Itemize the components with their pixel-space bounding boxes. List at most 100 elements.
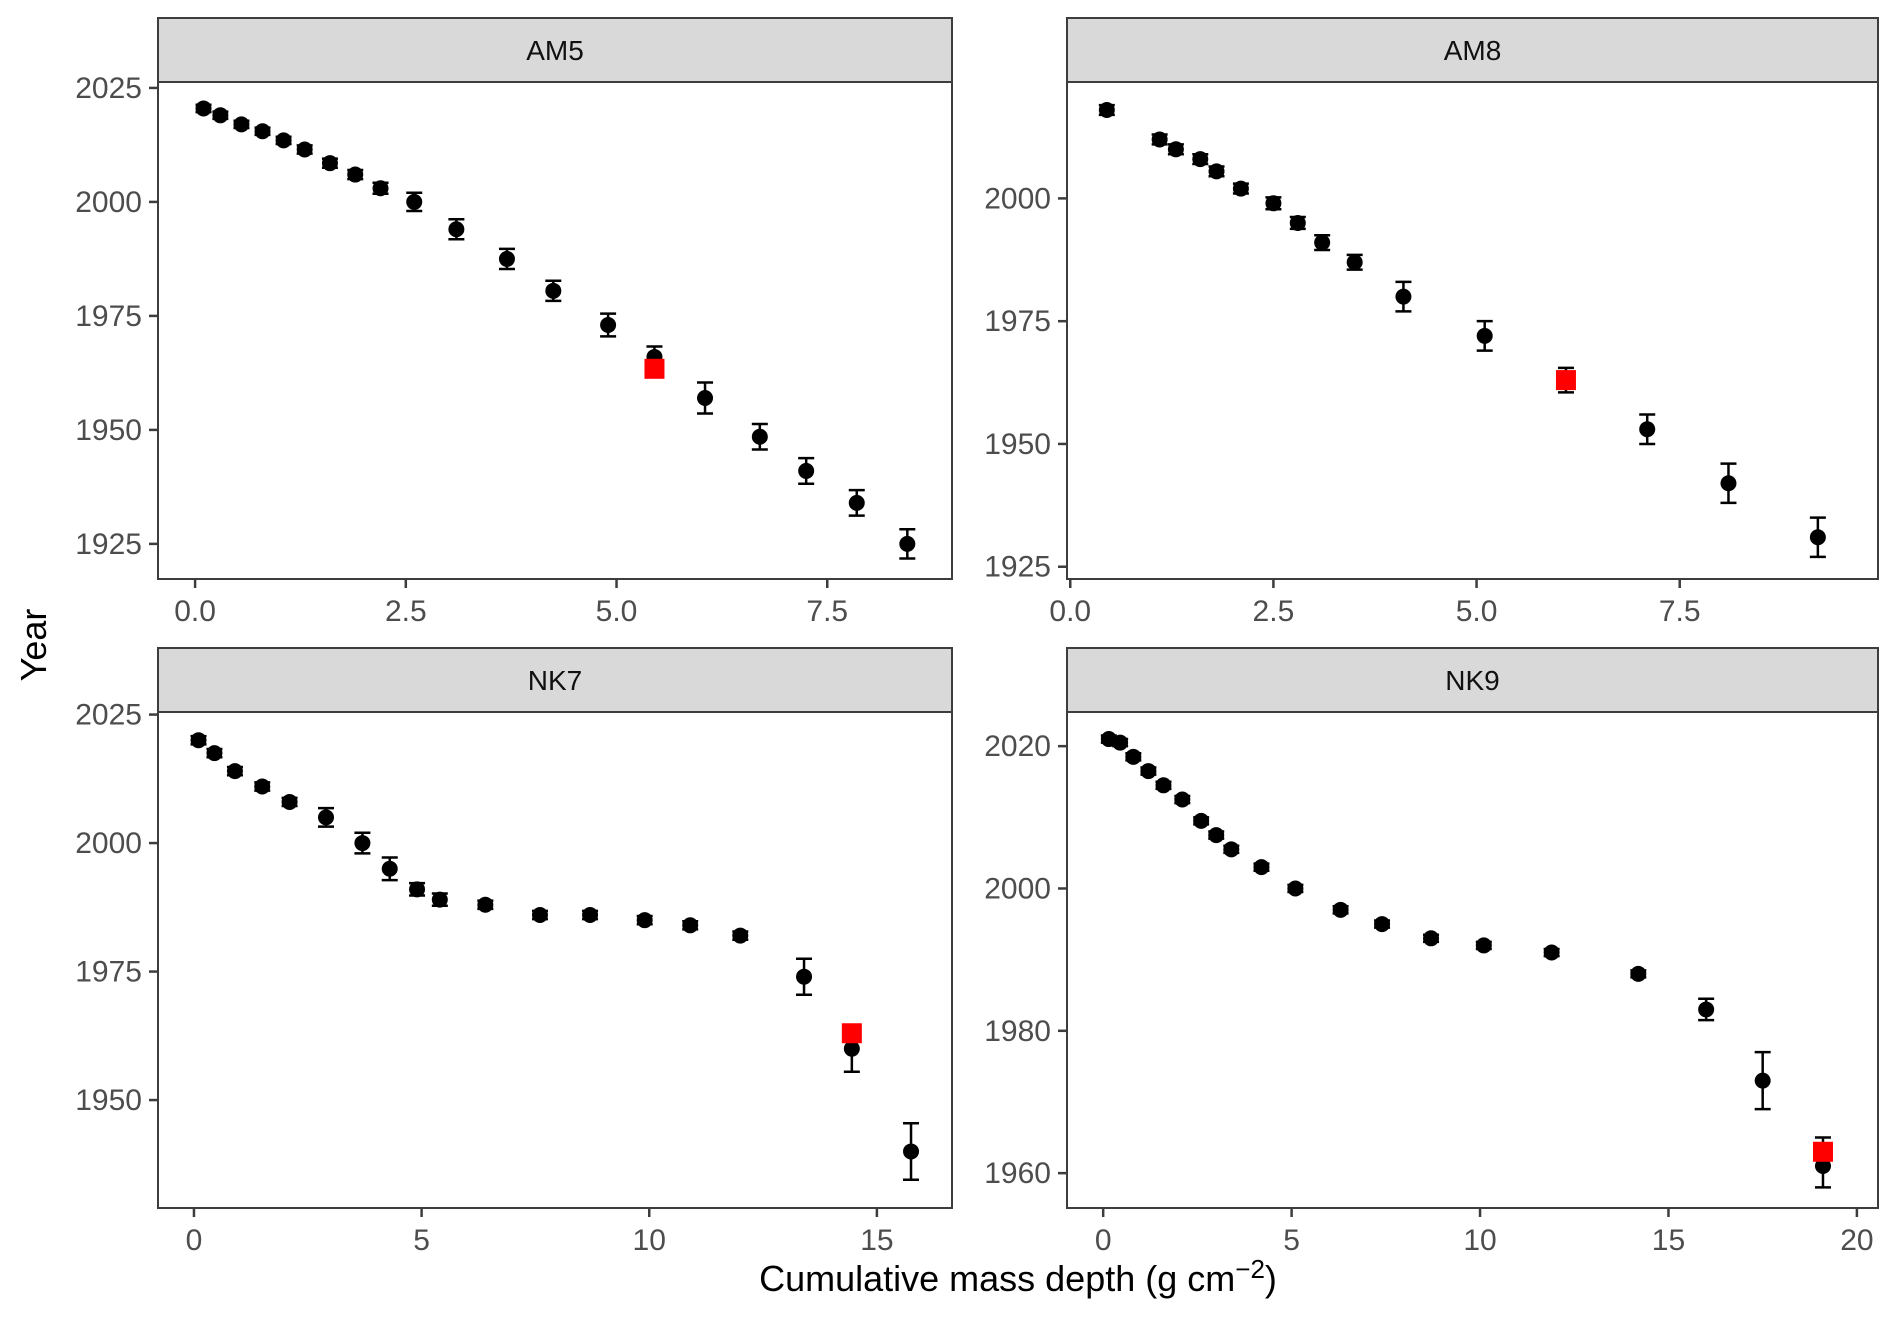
x-tick-label: 10 — [1463, 1224, 1496, 1257]
x-tick-label: 2.5 — [1253, 595, 1295, 628]
data-point — [448, 221, 465, 238]
data-point — [190, 732, 207, 749]
data-point — [409, 881, 426, 898]
data-point — [697, 389, 714, 406]
x-axis-title-superscript: −2 — [1235, 1254, 1265, 1284]
data-point — [1720, 475, 1737, 492]
data-point — [1346, 254, 1363, 271]
x-axis-title-close: ) — [1264, 1258, 1277, 1299]
data-point — [1475, 937, 1492, 954]
facet-strip-NK9 — [1066, 647, 1879, 713]
data-point — [1809, 529, 1826, 546]
data-point — [1314, 234, 1331, 251]
facet-label-NK9: NK9 — [1445, 665, 1499, 696]
data-point — [1639, 421, 1656, 438]
x-tick-label: 7.5 — [1659, 595, 1701, 628]
data-point — [531, 907, 548, 924]
data-point — [1151, 131, 1168, 148]
panel-AM8 — [1066, 81, 1879, 580]
y-tick-label: 2000 — [984, 182, 1051, 215]
data-point — [843, 1040, 860, 1057]
y-tick-label: 1950 — [75, 1084, 142, 1117]
data-point — [545, 282, 562, 299]
data-point — [751, 428, 768, 445]
data-point — [431, 891, 448, 908]
highlight-square-AM8 — [1555, 370, 1576, 391]
panel-NK9 — [1066, 711, 1879, 1209]
data-point — [275, 132, 292, 149]
data-point — [1630, 965, 1647, 982]
data-point — [848, 494, 865, 511]
data-point — [636, 912, 653, 929]
data-point — [582, 907, 599, 924]
data-point — [1232, 180, 1249, 197]
data-point — [212, 107, 229, 124]
x-axis-title: Cumulative mass depth (g cm−2) — [759, 1254, 1277, 1300]
x-tick-label: 10 — [633, 1224, 666, 1257]
y-tick-label: 2020 — [984, 730, 1051, 763]
x-tick-label: 0.0 — [174, 595, 216, 628]
data-point — [1395, 288, 1412, 305]
data-point — [1476, 327, 1493, 344]
data-point — [317, 809, 334, 826]
x-tick-label: 5 — [413, 1224, 430, 1257]
data-point — [195, 100, 212, 117]
data-point — [1253, 859, 1270, 876]
data-point — [798, 462, 815, 479]
facet-strip-NK7 — [157, 647, 953, 713]
x-axis-title-main: Cumulative mass depth (g cm — [759, 1258, 1236, 1299]
data-point — [1112, 734, 1129, 751]
x-tick-label: 5.0 — [596, 595, 638, 628]
data-point — [206, 745, 223, 762]
data-point — [1543, 944, 1560, 961]
x-tick-label: 5.0 — [1456, 595, 1498, 628]
x-tick-label: 0 — [1095, 1224, 1112, 1257]
y-tick-label: 1925 — [75, 528, 142, 561]
data-point — [1167, 141, 1184, 158]
data-point — [682, 917, 699, 934]
data-point — [1332, 901, 1349, 918]
x-tick-label: 2.5 — [385, 595, 427, 628]
data-point — [226, 763, 243, 780]
data-point — [406, 193, 423, 210]
data-point — [1174, 791, 1191, 808]
y-tick-label: 2025 — [75, 72, 142, 105]
data-point — [372, 180, 389, 197]
highlight-square-NK7 — [841, 1023, 862, 1044]
y-tick-label: 1975 — [75, 300, 142, 333]
data-point — [1192, 151, 1209, 168]
data-point — [347, 166, 364, 183]
data-point — [254, 123, 271, 140]
y-axis-title: Year — [13, 608, 54, 682]
x-tick-label: 20 — [1840, 1224, 1873, 1257]
data-point — [1193, 812, 1210, 829]
data-point — [1265, 195, 1282, 212]
y-tick-label: 2000 — [75, 186, 142, 219]
facet-strip-AM8 — [1066, 17, 1879, 83]
x-tick-label: 15 — [1652, 1224, 1685, 1257]
data-point — [1208, 163, 1225, 180]
data-point — [296, 141, 313, 158]
y-tick-label: 2000 — [75, 827, 142, 860]
panel-NK7 — [157, 711, 953, 1209]
x-tick-label: 15 — [860, 1224, 893, 1257]
data-point — [1098, 101, 1115, 118]
y-tick-label: 1960 — [984, 1157, 1051, 1190]
data-point — [732, 927, 749, 944]
data-point — [899, 535, 916, 552]
data-point — [1289, 214, 1306, 231]
facet-label-AM5: AM5 — [526, 35, 584, 66]
data-point — [600, 317, 617, 334]
highlight-square-AM5 — [644, 358, 665, 379]
facet-label-AM8: AM8 — [1444, 35, 1502, 66]
data-point — [254, 778, 271, 795]
data-point — [233, 116, 250, 133]
data-point — [1374, 916, 1391, 933]
y-tick-label: 1925 — [984, 551, 1051, 584]
data-point — [281, 793, 298, 810]
data-point — [1423, 930, 1440, 947]
x-tick-label: 7.5 — [806, 595, 848, 628]
y-tick-label: 2025 — [75, 699, 142, 732]
